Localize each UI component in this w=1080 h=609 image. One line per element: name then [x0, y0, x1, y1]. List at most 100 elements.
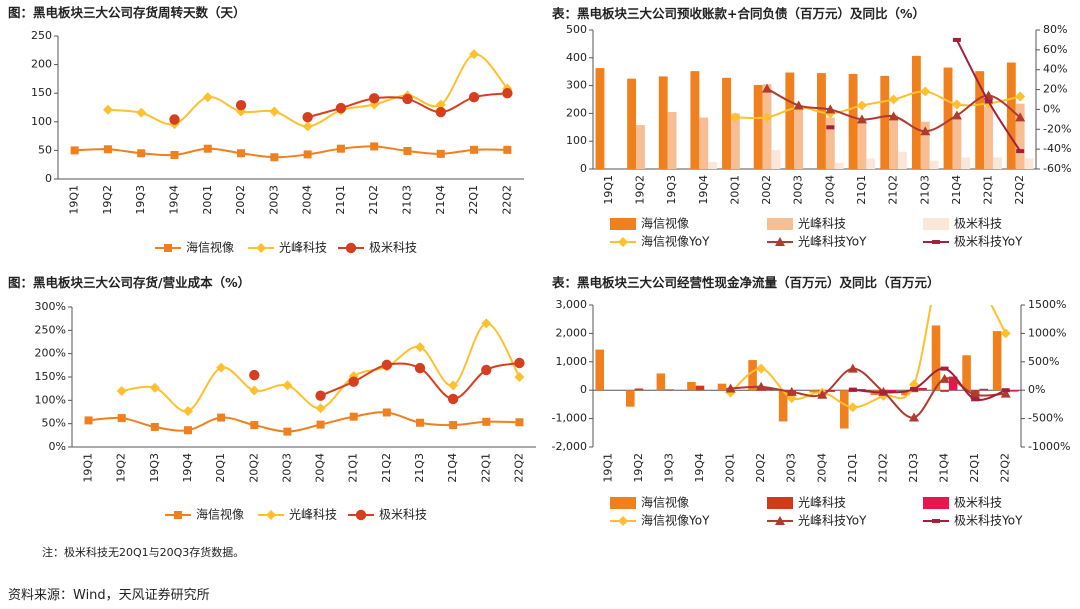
c2-yoy-point-2	[920, 126, 931, 136]
c1-legend-marker	[164, 244, 172, 252]
c4-bar-3	[948, 376, 958, 391]
c1-point-3	[169, 114, 180, 125]
c3-point-1	[250, 421, 259, 430]
c2-y-tick: 100	[566, 134, 587, 147]
c3-point-1	[482, 417, 491, 426]
c1-legend-marker	[345, 242, 357, 254]
c4-y2-tick: -500%	[1028, 412, 1063, 425]
c3-x-tick: 20Q2	[247, 453, 260, 483]
c4-yoy-point-2	[909, 412, 919, 422]
c4-y2-tick: 0%	[1028, 383, 1045, 396]
chart1-title: 图：黑电板块三大公司存货周转天数（天）	[8, 5, 246, 20]
c2-bar-2	[857, 118, 867, 169]
c1-point-2	[435, 99, 446, 110]
c2-bar-2	[762, 84, 772, 169]
c3-point-1	[515, 418, 524, 427]
c2-yoy-point-2	[793, 100, 804, 110]
c2-legend-marker	[932, 240, 940, 244]
c4-legend-label: 极米科技YoY	[954, 514, 1023, 528]
c2-y2-tick: -20%	[1043, 122, 1071, 135]
c2-bar-2	[920, 121, 930, 169]
c1-legend-label: 光峰科技	[279, 241, 327, 255]
c2-bar-1	[911, 55, 921, 169]
c2-y-tick: 400	[566, 51, 587, 64]
c3-x-tick: 20Q1	[214, 453, 227, 483]
c2-yoy-point-2	[762, 83, 773, 93]
c2-y-tick: 200	[566, 106, 587, 119]
c4-y-tick: 1,000	[556, 355, 588, 368]
c4-bar-1	[626, 390, 635, 407]
c1-legend-label: 极米科技	[369, 241, 417, 255]
c2-x-tick: 22Q1	[982, 175, 995, 205]
c2-legend-label: 光峰科技YoY	[798, 235, 867, 249]
c1-y-tick: 150	[31, 86, 52, 99]
c3-point-1	[382, 408, 391, 417]
c4-legend-label: 海信视像YoY	[641, 513, 710, 528]
c4-yoy-line-1	[729, 305, 1007, 409]
c2-yoy-point-2	[825, 104, 836, 114]
c4-legend-label: 光峰科技YoY	[798, 514, 867, 528]
c4-bar-3	[857, 389, 866, 391]
c4-y-tick: -1,000	[552, 412, 587, 425]
c3-y-tick: 100%	[35, 393, 66, 406]
c3-point-2	[216, 362, 227, 373]
c4-yoy-point-2	[847, 363, 858, 373]
c1-point-3	[435, 106, 446, 118]
c1-point-1	[370, 142, 379, 151]
c2-y-tick: 0	[580, 162, 587, 175]
c4-x-tick: 21Q2	[876, 453, 889, 483]
c4-y-tick: 2,000	[556, 326, 588, 339]
c2-bar-1	[943, 67, 953, 169]
c4-yoy-point-3	[848, 387, 857, 392]
c3-x-tick: 19Q3	[148, 453, 161, 483]
c2-y-tick: 300	[566, 79, 587, 92]
c2-y2-tick: 20%	[1043, 83, 1067, 96]
c3-point-3	[315, 390, 326, 401]
c4-y2-tick: -1000%	[1028, 440, 1070, 453]
c2-bar-1	[975, 71, 985, 169]
c2-yoy-point-3	[826, 125, 835, 130]
c3-y-tick: 50%	[42, 417, 66, 430]
c3-x-tick: 22Q2	[512, 453, 525, 483]
c4-bar-1	[962, 355, 971, 391]
c2-x-tick: 20Q4	[823, 175, 836, 205]
c2-legend-label: 海信视像YoY	[641, 234, 710, 249]
c4-x-tick: 19Q4	[693, 453, 706, 483]
c1-y-tick: 200	[31, 58, 52, 71]
c3-point-3	[414, 362, 426, 374]
c1-point-1	[170, 150, 179, 159]
c1-x-tick: 19Q3	[134, 185, 147, 215]
c4-bar-2	[695, 385, 705, 391]
c2-legend-swatch	[923, 218, 949, 230]
c3-point-2	[116, 386, 127, 396]
c3-point-3	[514, 357, 525, 369]
c4-yoy-point-1	[756, 363, 767, 374]
c2-bar-3	[771, 150, 781, 169]
c4-bar-1	[840, 390, 849, 429]
c2-yoy-point-2	[1015, 112, 1026, 122]
c2-x-tick: 21Q1	[855, 175, 868, 205]
c2-bar-3	[834, 162, 844, 169]
c2-bar-1	[785, 72, 795, 169]
chart4-title: 表：黑电板块三大公司经营性现金净流量（百万元）及同比（百万元）	[552, 275, 940, 290]
c2-yoy-line-1	[735, 90, 1021, 120]
c3-y-tick: 0%	[49, 440, 66, 453]
c3-x-tick: 19Q2	[115, 453, 128, 483]
c3-y-tick: 300%	[35, 300, 66, 313]
c2-bar-1	[690, 71, 700, 169]
c2-legend-marker	[618, 237, 628, 247]
c1-point-3	[502, 88, 513, 99]
c2-y2-tick: 80%	[1043, 23, 1067, 36]
c1-x-tick: 20Q1	[201, 185, 214, 215]
c4-x-tick: 21Q4	[938, 453, 951, 483]
c1-point-2	[102, 104, 113, 115]
c2-bar-1	[722, 77, 731, 169]
c4-yoy-point-2	[786, 386, 797, 396]
c2-bar-2	[636, 125, 645, 169]
c1-point-3	[335, 102, 347, 114]
c4-bar-3	[887, 390, 897, 393]
c3-point-2	[514, 372, 525, 382]
c2-yoy-point-2	[888, 111, 899, 121]
c4-yoy-point-3	[971, 397, 980, 402]
